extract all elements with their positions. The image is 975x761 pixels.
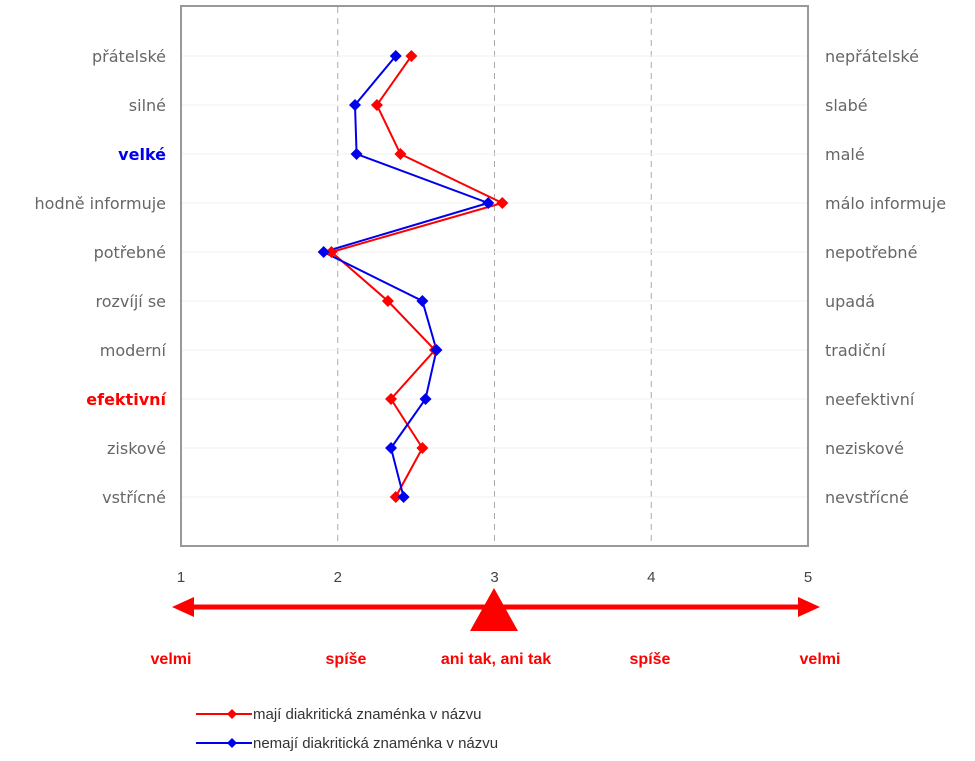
x-tick-label: 2 <box>334 569 342 586</box>
series-1-point <box>385 393 398 405</box>
scale-labels: velmi spíše ani tak, ani tak spíše velmi <box>151 651 841 668</box>
right-labels: nepřátelské slabé malé málo informuje nepotř… <box>825 47 946 507</box>
left-label: ziskové <box>107 439 166 458</box>
legend: mají diakritická znaménka v názvu nemají … <box>196 706 498 752</box>
series-2-point <box>350 148 363 160</box>
right-label: upadá <box>825 292 875 311</box>
x-tick-labels: 1 2 3 4 5 <box>177 569 812 586</box>
scale-arrow-left-head <box>172 597 194 617</box>
series-2-point <box>385 442 398 454</box>
series-1-point <box>325 246 338 258</box>
scale-arrow-right-head <box>798 597 820 617</box>
right-label: nevstřícné <box>825 488 909 507</box>
scale-label: spíše <box>630 651 671 668</box>
right-label: slabé <box>825 96 868 115</box>
legend-label-2: nemají diakritická znaménka v názvu <box>253 735 498 752</box>
left-label: hodně informuje <box>35 194 166 213</box>
scale-label: ani tak, ani tak <box>441 651 551 668</box>
left-label: rozvíjí se <box>96 292 166 311</box>
left-label: moderní <box>100 341 167 360</box>
series-layer <box>317 50 509 503</box>
right-label: neziskové <box>825 439 904 458</box>
left-label: potřebné <box>94 243 166 262</box>
scale-label: velmi <box>800 651 841 668</box>
grid-layer <box>337 7 652 545</box>
series-2-point <box>430 344 443 356</box>
left-label: přátelské <box>92 47 166 66</box>
x-tick-label: 5 <box>804 569 812 586</box>
series-1-point <box>394 148 407 160</box>
series-line-1 <box>329 55 506 498</box>
series-1-point <box>416 442 429 454</box>
left-label: vstřícné <box>102 488 166 507</box>
series-1-point <box>370 99 383 111</box>
series-2-point <box>419 393 432 405</box>
row-lines <box>182 55 807 498</box>
legend-label-1: mají diakritická znaménka v názvu <box>253 706 481 723</box>
right-label: tradiční <box>825 341 886 360</box>
series-2-point <box>397 491 410 503</box>
scale-label: spíše <box>326 651 367 668</box>
left-label: efektivní <box>86 390 167 409</box>
left-labels: přátelské silné velké hodně informuje potřeb… <box>35 47 168 507</box>
right-label: málo informuje <box>825 194 946 213</box>
right-label: nepotřebné <box>825 243 917 262</box>
series-2-point <box>317 246 330 258</box>
series-1-point <box>381 295 394 307</box>
scale-arrow <box>172 588 820 631</box>
series-line-2 <box>320 55 492 498</box>
x-tick-label: 1 <box>177 569 185 586</box>
legend-marker-2 <box>227 738 237 748</box>
scale-label: velmi <box>151 651 192 668</box>
right-label: neefektivní <box>825 390 915 409</box>
series-2-point <box>482 197 495 209</box>
series-2-point <box>416 295 429 307</box>
series-1-point <box>389 491 402 503</box>
series-1-point <box>405 50 418 62</box>
left-label: velké <box>118 145 166 164</box>
scale-center-triangle <box>470 588 518 631</box>
right-label: nepřátelské <box>825 47 919 66</box>
right-label: malé <box>825 145 865 164</box>
x-tick-label: 4 <box>647 569 655 586</box>
series-2-point <box>389 50 402 62</box>
left-label: silné <box>129 96 166 115</box>
series-1-point <box>496 197 509 209</box>
x-tick-label: 3 <box>490 569 498 586</box>
series-2-point <box>348 99 361 111</box>
legend-marker-1 <box>227 709 237 719</box>
